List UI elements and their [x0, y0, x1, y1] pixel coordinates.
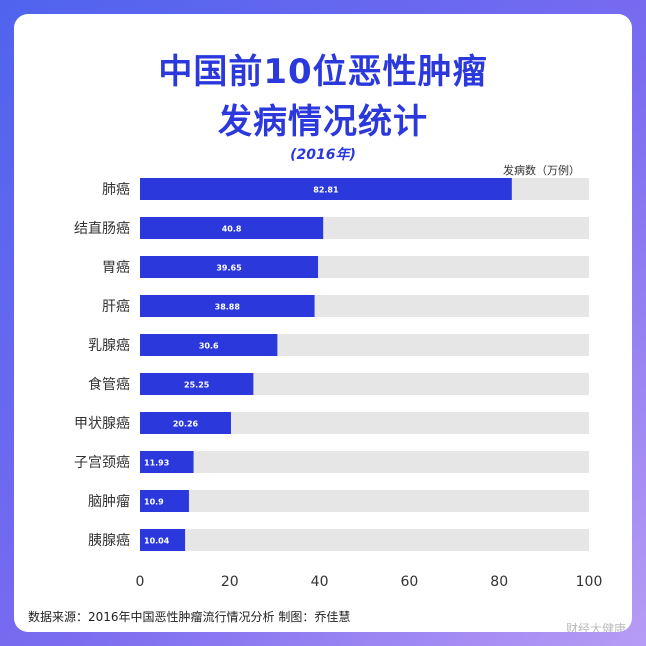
bar	[140, 256, 319, 278]
x-tick-label: 60	[400, 574, 418, 590]
bar	[140, 412, 231, 434]
category-label: 甲状腺癌	[74, 416, 130, 432]
category-label: 胃癌	[102, 260, 130, 276]
x-tick-label: 0	[136, 574, 145, 590]
value-label: 39.65	[216, 264, 242, 273]
category-label: 脑肿瘤	[88, 493, 130, 510]
chart-card: 中国前10位恶性肿瘤 发病情况统计 (2016年) 发病数（万例） 肺癌 82.8…	[14, 14, 632, 632]
chart-subtitle: (2016年)	[290, 147, 356, 163]
bar-track	[140, 451, 589, 473]
category-label: 乳腺癌	[88, 338, 130, 354]
value-label: 10.9	[144, 498, 164, 507]
watermark: 财经大健康	[565, 622, 626, 632]
category-label: 结直肠癌	[74, 220, 130, 237]
category-label: 胰腺癌	[88, 533, 130, 549]
bar-track	[140, 529, 589, 551]
x-tick-label: 100	[576, 574, 603, 590]
bar	[140, 451, 194, 473]
unit-label: 发病数（万例）	[503, 164, 580, 177]
x-tick-label: 40	[311, 574, 329, 590]
bar	[140, 373, 254, 395]
bar	[140, 217, 324, 239]
bar-track	[140, 412, 589, 434]
bar	[140, 334, 278, 356]
x-tick-label: 20	[221, 574, 239, 590]
value-label: 25.25	[184, 381, 210, 390]
value-label: 38.88	[215, 303, 241, 312]
category-label: 肝癌	[102, 299, 130, 315]
x-tick-label: 80	[490, 574, 508, 590]
value-label: 40.8	[222, 225, 242, 234]
chart-title-line2: 发病情况统计	[218, 102, 428, 142]
bar	[140, 529, 186, 551]
value-label: 20.26	[173, 420, 199, 429]
bar	[140, 178, 512, 200]
bar-chart: 肺癌 82.81 结直肠癌 40.8 胃癌 39.65 肝癌 38.88 乳腺癌 30.6 食管癌 2…	[74, 178, 603, 590]
bar	[140, 490, 189, 512]
category-label: 子宫颈癌	[74, 455, 130, 471]
chart-title-line1: 中国前10位恶性肿瘤	[158, 52, 488, 92]
value-label: 10.04	[144, 537, 170, 546]
source-note: 数据来源：2016年中国恶性肿瘤流行情况分析 制图：乔佳慧	[28, 610, 351, 624]
value-label: 11.93	[144, 459, 169, 468]
value-label: 30.6	[199, 342, 219, 351]
value-label: 82.81	[313, 186, 339, 195]
category-label: 食管癌	[88, 376, 130, 393]
category-label: 肺癌	[102, 182, 130, 198]
bar-track	[140, 490, 589, 512]
bar	[140, 295, 315, 317]
